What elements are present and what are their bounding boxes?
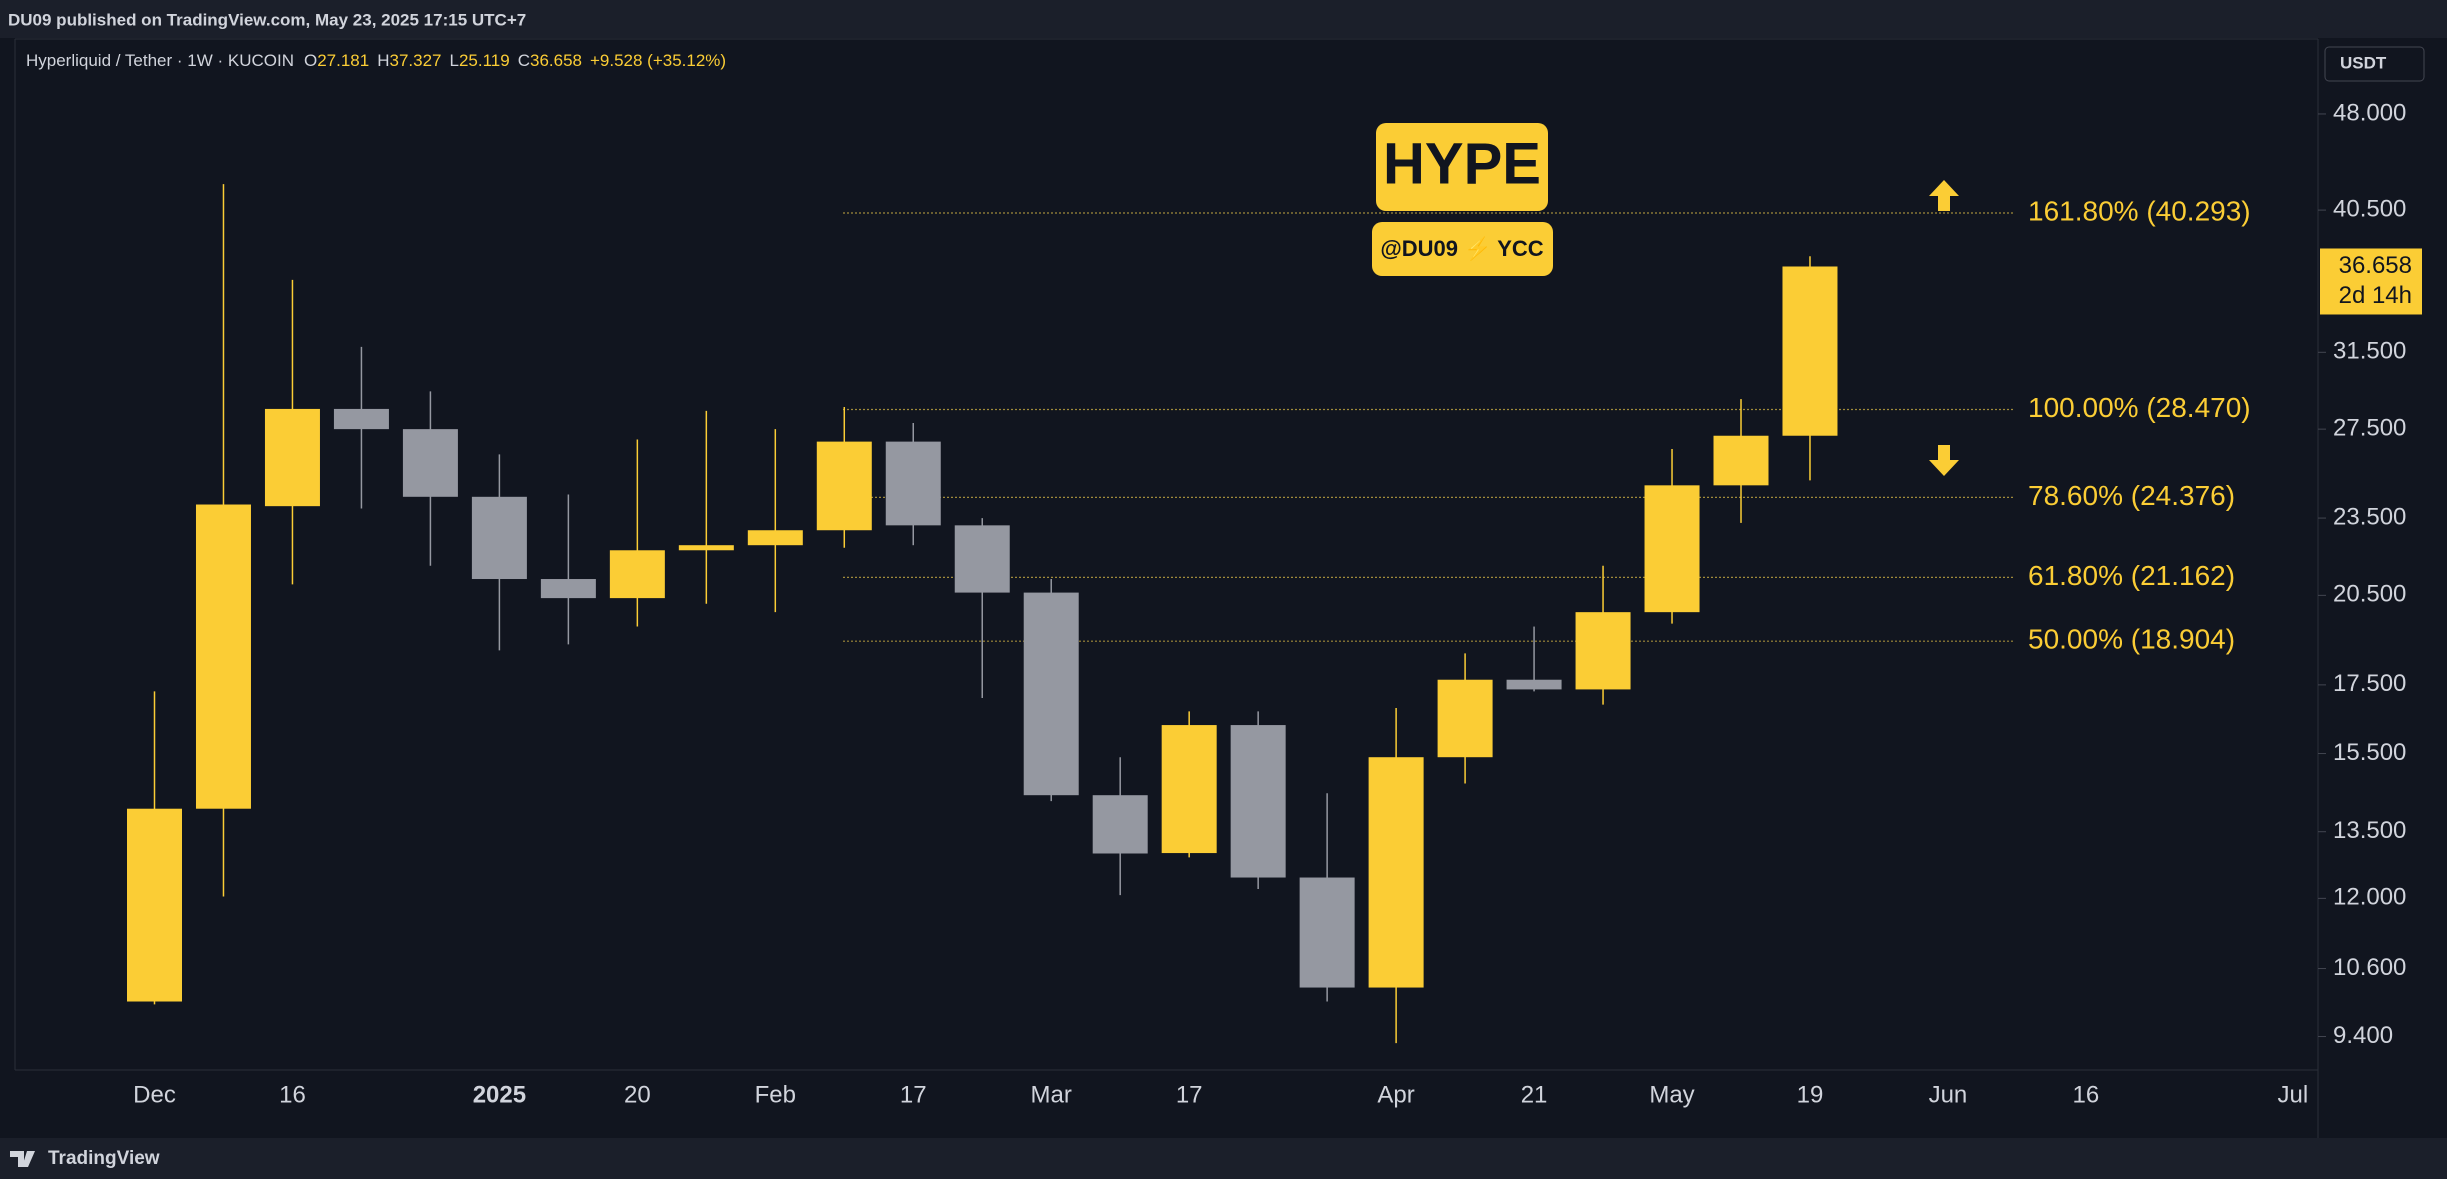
legend-key: O	[304, 51, 317, 70]
currency-box	[2324, 46, 2425, 82]
arrow-up	[1929, 180, 1959, 211]
candle-body	[816, 441, 872, 531]
y-tick-label: 15.500	[2333, 739, 2406, 766]
y-tick-label: 9.400	[2333, 1022, 2393, 1049]
candle-body	[1023, 592, 1079, 796]
candle-body	[1644, 485, 1700, 613]
watermark-title: HYPE	[1383, 131, 1541, 196]
price-label-box	[2320, 248, 2422, 315]
legend-key: L	[450, 51, 459, 70]
watermark-box	[1376, 123, 1548, 211]
candle-body	[264, 408, 320, 507]
candle-body	[540, 579, 596, 599]
fib-label: 100.00% (28.470)	[2028, 392, 2251, 423]
candle-body	[126, 808, 182, 1002]
legend-change: +9.528 (+35.12%)	[590, 51, 726, 70]
legend-value: 27.181	[317, 51, 369, 70]
fib-label: 78.60% (24.376)	[2028, 480, 2235, 511]
x-tick-label: 17	[900, 1081, 927, 1108]
candle-body	[402, 429, 458, 497]
legend-title: Hyperliquid / Tether · 1W · KUCOIN	[26, 51, 294, 70]
legend-value: 37.327	[390, 51, 442, 70]
x-tick-label: 21	[1521, 1081, 1548, 1108]
candle-body	[885, 441, 941, 526]
candle-body	[1575, 612, 1631, 690]
candle-body	[954, 525, 1010, 593]
candle-body	[1782, 266, 1838, 436]
footer-logo	[10, 1151, 35, 1167]
legend-value: 36.658	[530, 51, 582, 70]
legend-key: C	[518, 51, 530, 70]
y-tick-label: 12.000	[2333, 884, 2406, 911]
x-tick-label: 2025	[473, 1081, 526, 1108]
candle-body	[195, 504, 251, 809]
y-tick-label: 20.500	[2333, 581, 2406, 608]
x-tick-label: 17	[1176, 1081, 1203, 1108]
candle-body	[1437, 679, 1493, 758]
arrow-down	[1929, 445, 1959, 476]
footer-bar	[0, 1138, 2447, 1179]
x-tick-label: Jul	[2277, 1081, 2308, 1108]
candle-body	[609, 550, 665, 599]
x-tick-label: 20	[624, 1081, 651, 1108]
candle-body	[1506, 679, 1562, 690]
x-tick-label: May	[1649, 1081, 1694, 1108]
countdown: 2d 14h	[2339, 282, 2412, 309]
candle-body	[1299, 877, 1355, 988]
candle-body	[333, 408, 389, 430]
x-tick-label: 16	[279, 1081, 306, 1108]
fib-label: 161.80% (40.293)	[2028, 195, 2251, 226]
y-tick-label: 23.500	[2333, 503, 2406, 530]
x-tick-label: Dec	[133, 1081, 176, 1108]
y-tick-label: 17.500	[2333, 670, 2406, 697]
candle-body	[1092, 795, 1148, 854]
header: DU09 published on TradingView.com, May 2…	[8, 10, 526, 29]
footer-brand: TradingView	[48, 1148, 160, 1169]
y-tick-label: 31.500	[2333, 338, 2406, 365]
x-tick-label: Mar	[1031, 1081, 1072, 1108]
candle-body	[1713, 435, 1769, 486]
candle-body	[471, 496, 527, 580]
y-tick-label: 27.500	[2333, 414, 2406, 441]
y-tick-label: 10.600	[2333, 954, 2406, 981]
candle-body	[1230, 725, 1286, 878]
y-tick-label: 40.500	[2333, 195, 2406, 222]
candle-body	[1161, 725, 1217, 854]
y-tick-label: 13.500	[2333, 817, 2406, 844]
candle-body	[747, 530, 803, 546]
x-tick-label: 19	[1797, 1081, 1824, 1108]
currency: USDT	[2340, 53, 2387, 72]
fib-label: 61.80% (21.162)	[2028, 560, 2235, 591]
fib-label: 50.00% (18.904)	[2028, 624, 2235, 655]
top-bar	[0, 0, 2447, 38]
price-label: 36.658	[2339, 252, 2412, 279]
x-tick-label: Apr	[1377, 1081, 1414, 1108]
watermark-subtitle: @DU09 ⚡ YCC	[1380, 236, 1543, 262]
legend-key: H	[377, 51, 389, 70]
x-tick-label: 16	[2073, 1081, 2100, 1108]
watermark-sub-box	[1372, 222, 1553, 276]
x-tick-label: Feb	[755, 1081, 796, 1108]
y-tick-label: 48.000	[2333, 99, 2406, 126]
candle-body	[1368, 757, 1424, 988]
legend-value: 25.119	[459, 51, 510, 70]
candle-body	[678, 545, 734, 551]
legend: Hyperliquid / Tether · 1W · KUCOIN O27.18…	[26, 51, 726, 70]
x-tick-label: Jun	[1929, 1081, 1968, 1108]
